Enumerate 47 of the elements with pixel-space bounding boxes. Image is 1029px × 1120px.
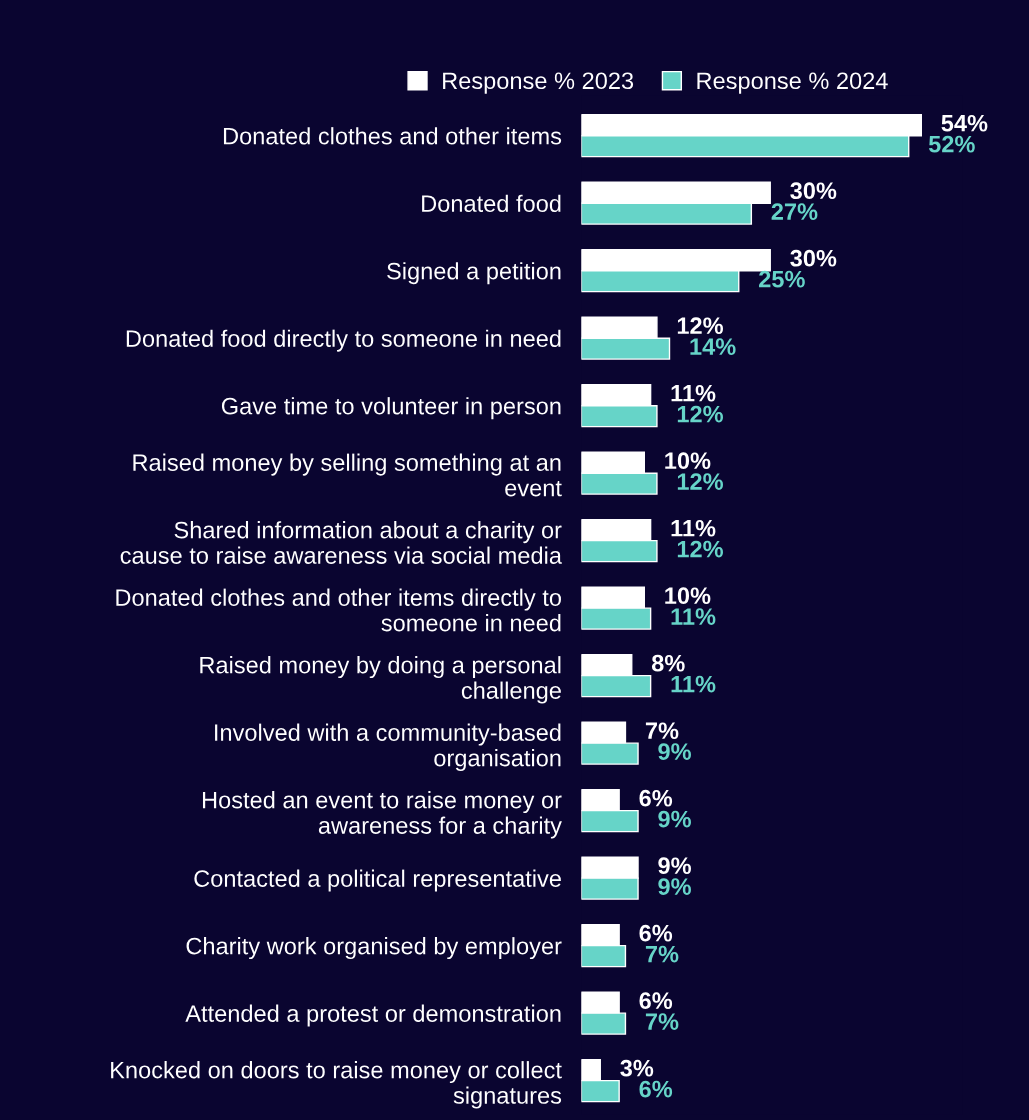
y-tick-label: Gave time to volunteer in person bbox=[221, 397, 561, 420]
data-label: 7% bbox=[645, 945, 679, 963]
data-label: 30% bbox=[790, 182, 837, 200]
y-tick-label: Attended a protest or demonstration bbox=[185, 1004, 561, 1027]
data-label: 25% bbox=[759, 270, 805, 288]
y-tick-label: Signed a petition bbox=[387, 262, 561, 285]
y-tick-label: Raised money by selling something at an event bbox=[133, 453, 562, 497]
data-label: 8% bbox=[651, 654, 685, 672]
y-tick-label: Donated food bbox=[422, 194, 561, 212]
data-label: 6% bbox=[639, 789, 673, 807]
data-label: 11% bbox=[671, 384, 716, 402]
y-tick-label: Raised money by doing a personal challenge bbox=[200, 656, 561, 704]
data-label: 11% bbox=[671, 675, 716, 693]
data-label: 9% bbox=[658, 857, 691, 875]
data-label: 12% bbox=[677, 405, 724, 423]
data-label: 10% bbox=[665, 452, 711, 470]
legend-label: Response % 2023 bbox=[443, 72, 634, 94]
y-tick-label: Knocked on doors to raise money or collect signatures bbox=[111, 1061, 562, 1109]
y-tick-label: Donated clothes and other items bbox=[223, 127, 562, 145]
data-label: 12% bbox=[677, 473, 724, 490]
data-label: 11% bbox=[671, 608, 716, 625]
y-tick-label: Donated food directly to someone in need bbox=[126, 329, 561, 352]
data-label: 6% bbox=[639, 1080, 673, 1098]
data-label: 52% bbox=[928, 135, 975, 153]
data-label: 10% bbox=[665, 587, 711, 605]
data-label: 7% bbox=[645, 1013, 679, 1030]
data-label: 12% bbox=[677, 540, 724, 558]
y-tick-label: Hosted an event to raise money or awareness for a charity bbox=[202, 791, 562, 839]
y-tick-label: Donated clothes and other items directly to someone in need bbox=[116, 588, 561, 632]
data-label: 14% bbox=[690, 338, 736, 355]
data-label: 6% bbox=[639, 924, 673, 942]
y-tick-label: Involved with a community-based organisation bbox=[215, 723, 561, 772]
y-tick-label: Shared information about a charity or cause to raise awareness via social media bbox=[120, 521, 562, 564]
data-label: 9% bbox=[658, 810, 691, 828]
data-label: 54% bbox=[941, 114, 988, 132]
data-label: 6% bbox=[639, 992, 673, 1010]
data-label: 9% bbox=[658, 743, 691, 760]
data-label: 9% bbox=[658, 878, 691, 895]
data-label: 30% bbox=[790, 249, 837, 267]
data-label: 3% bbox=[620, 1059, 654, 1077]
data-label: 11% bbox=[671, 519, 716, 537]
data-label: 12% bbox=[677, 317, 724, 335]
y-tick-label: Contacted a political representative bbox=[194, 869, 561, 892]
data-label: 7% bbox=[645, 722, 679, 739]
y-tick-label: Charity work organised by employer bbox=[186, 937, 562, 960]
data-label: 27% bbox=[771, 203, 818, 220]
legend-label: Response % 2024 bbox=[697, 72, 888, 94]
